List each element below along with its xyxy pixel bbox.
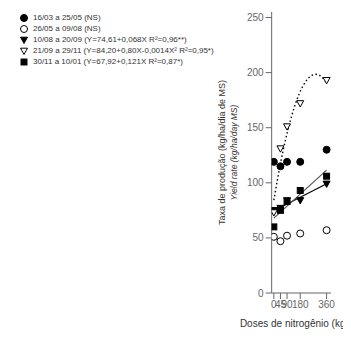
svg-text:200: 200 [247,67,264,78]
svg-text:Yield rate (kg/ha/day MS): Yield rate (kg/ha/day MS) [229,104,239,200]
svg-text:Doses de nitrogênio (kg/ha): Doses de nitrogênio (kg/ha) [240,318,343,329]
html-text:10/08 a 20/09 (Y=74,61+0,068X: 10/08 a 20/09 (Y=74,61+0,068X R²=0,96**) [33,35,187,44]
html-text:30/11 a 10/01 (Y=67,92+0,121X: 30/11 a 10/01 (Y=67,92+0,121X R²=0,87*) [33,57,183,66]
html-text:21/09 a 29/11 (Y=84,20+0,80X-0: 21/09 a 29/11 (Y=84,20+0,80X-0,0014X² R²… [33,46,214,55]
html-text:16/03 a 25/05 (NS): 16/03 a 25/05 (NS) [33,13,101,22]
svg-text:360: 360 [318,299,335,310]
svg-text:180: 180 [292,299,309,310]
svg-text:0: 0 [258,288,264,299]
svg-text:250: 250 [247,12,264,23]
svg-text:50: 50 [253,232,265,243]
svg-text:100: 100 [247,177,264,188]
svg-text:90: 90 [281,299,293,311]
html-text:26/05 a 09/08 (NS): 26/05 a 09/08 (NS) [33,24,101,33]
svg-text:Taxa de produção (kg/ha/dia de: Taxa de produção (kg/ha/dia de MS) [217,80,227,225]
svg-text:150: 150 [247,122,264,133]
